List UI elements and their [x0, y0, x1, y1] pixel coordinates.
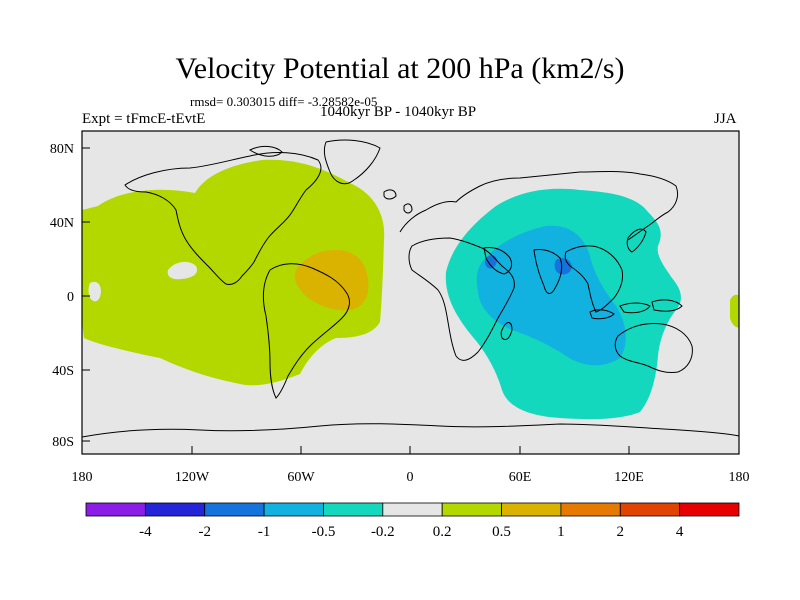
negative-anomaly-peak: [554, 258, 572, 275]
lon-axis: 180 120W 60W 0 60E 120E 180: [72, 446, 750, 485]
lon-label: 120W: [175, 470, 210, 485]
lat-label: 80S: [52, 435, 74, 450]
positive-anomaly-core: [294, 250, 369, 311]
negative-anomaly-core: [476, 225, 626, 366]
colorbar-swatch: [323, 502, 384, 517]
colorbar-label: 4: [676, 524, 684, 540]
colorbar-label: 1: [557, 524, 565, 540]
plot-title: Velocity Potential at 200 hPa (km2/s): [175, 52, 625, 85]
lat-label: 40S: [52, 364, 74, 379]
colorbar-swatch: [85, 502, 146, 517]
lat-label: 40N: [50, 216, 74, 231]
colorbar-swatch: [144, 502, 206, 517]
colorbar-swatch: [560, 502, 621, 517]
lon-label: 180: [729, 470, 750, 485]
colorbar-label: -4: [139, 524, 152, 540]
negative-anomaly-peak-small: [484, 255, 497, 269]
positive-anomaly-sliver: [730, 294, 739, 328]
colorbar-swatch: [501, 502, 562, 517]
colorbar-label: 0.2: [433, 524, 452, 540]
positive-anomaly-region: [82, 159, 385, 386]
colorbar-swatch: [441, 502, 502, 517]
lon-label: 120E: [614, 470, 644, 485]
colorbar-label: -1: [258, 524, 271, 540]
stats-label: rmsd= 0.303015 diff= -3.28582e-05: [190, 94, 378, 109]
neutral-patch: [88, 281, 101, 302]
colorbar-swatch: [263, 502, 324, 517]
lon-label: 0: [407, 470, 414, 485]
season-label: JJA: [714, 111, 737, 127]
lat-label: 80N: [50, 142, 74, 157]
colorbar-label: -0.2: [371, 524, 395, 540]
lon-label: 60W: [287, 470, 315, 485]
lat-axis: 80N 40N 0 40S 80S: [50, 142, 90, 450]
colorbar-swatch: [204, 502, 265, 517]
coastlines: [82, 139, 739, 438]
colorbar-swatch: [619, 502, 681, 517]
colorbar: -4 -2 -1 -0.5 -0.2 0.2 0.5 1 2 4: [85, 502, 740, 540]
colorbar-label: 2: [617, 524, 625, 540]
colorbar-label: -2: [198, 524, 211, 540]
contour-fields: [82, 139, 739, 438]
colorbar-swatch: [679, 502, 740, 517]
colorbar-swatch: [382, 502, 443, 517]
colorbar-label: 0.5: [492, 524, 511, 540]
period-label: 1040kyr BP - 1040kyr BP: [320, 104, 477, 120]
experiment-label: Expt = tFmcE-tEvtE: [82, 111, 206, 127]
lon-label: 180: [72, 470, 93, 485]
lat-label: 0: [67, 290, 74, 305]
lon-label: 60E: [509, 470, 532, 485]
colorbar-label: -0.5: [312, 524, 336, 540]
neutral-patch: [167, 261, 198, 280]
